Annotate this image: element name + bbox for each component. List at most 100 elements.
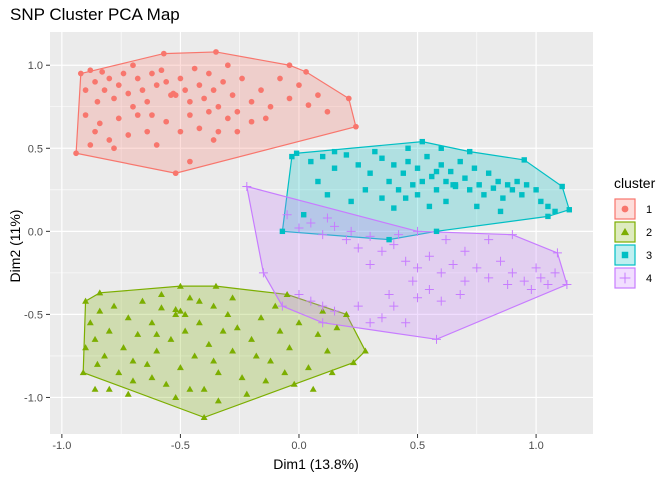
x-tick-label: 1.0 (528, 440, 543, 452)
point-cluster-3 (521, 157, 527, 163)
point-cluster-1 (234, 128, 241, 135)
point-cluster-3 (379, 195, 385, 201)
point-cluster-3 (293, 150, 300, 156)
point-cluster-2 (186, 385, 194, 392)
point-cluster-3 (443, 178, 449, 185)
point-cluster-1 (345, 95, 352, 102)
point-cluster-1 (206, 108, 212, 115)
legend-marker-4 (619, 272, 631, 284)
point-cluster-1 (220, 78, 226, 85)
point-cluster-1 (160, 50, 167, 57)
point-cluster-2 (186, 294, 194, 301)
point-cluster-1 (134, 75, 141, 82)
point-cluster-2 (224, 310, 232, 317)
point-cluster-2 (105, 327, 113, 334)
point-cluster-1 (120, 70, 127, 77)
minor-gridlines (50, 32, 593, 434)
point-cluster-2 (214, 369, 222, 376)
point-cluster-3 (438, 145, 444, 151)
y-tick-label: -1.0 (24, 392, 43, 404)
point-cluster-3 (331, 148, 338, 155)
point-cluster-3 (419, 178, 425, 185)
point-cluster-4 (365, 231, 375, 241)
point-cluster-4 (424, 284, 434, 294)
point-cluster-4 (550, 268, 560, 278)
point-cluster-2 (129, 377, 137, 384)
chart-title: SNP Cluster PCA Map (10, 5, 180, 24)
legend-title: cluster (614, 175, 656, 191)
point-cluster-3 (466, 148, 473, 155)
point-cluster-1 (92, 78, 98, 85)
y-tick-label: 0.5 (28, 143, 43, 155)
point-cluster-1 (191, 65, 198, 72)
point-cluster-2 (143, 360, 151, 367)
point-cluster-3 (545, 203, 551, 210)
point-cluster-2 (139, 297, 146, 304)
point-cluster-4 (408, 276, 418, 286)
point-cluster-1 (210, 87, 217, 93)
point-cluster-3 (324, 192, 331, 198)
legend-marker-3 (621, 251, 629, 259)
point-cluster-3 (443, 198, 449, 205)
point-cluster-4 (401, 256, 411, 266)
point-cluster-1 (101, 87, 108, 93)
point-cluster-3 (308, 158, 314, 165)
x-tick-label: -0.5 (171, 440, 190, 452)
point-cluster-2 (195, 297, 203, 304)
point-cluster-3 (395, 187, 402, 193)
point-cluster-1 (248, 118, 255, 125)
point-cluster-4 (507, 230, 517, 240)
legend-marker-1 (621, 205, 629, 213)
point-cluster-3 (495, 178, 501, 185)
point-cluster-3 (552, 208, 558, 215)
point-cluster-2 (319, 307, 327, 314)
point-cluster-4 (424, 251, 434, 261)
legend-label-1: 1 (646, 204, 652, 216)
point-cluster-4 (413, 263, 423, 273)
point-cluster-3 (500, 195, 506, 201)
point-cluster-4 (441, 235, 451, 245)
point-cluster-4 (306, 296, 316, 306)
x-tick-label: 0.5 (410, 440, 425, 452)
point-cluster-4 (330, 221, 340, 231)
point-cluster-2 (305, 364, 312, 371)
point-cluster-2 (172, 310, 180, 317)
point-cluster-3 (466, 187, 473, 193)
point-cluster-1 (262, 115, 269, 122)
point-cluster-1 (177, 75, 184, 82)
y-tick-label: 0.0 (28, 226, 43, 238)
point-cluster-3 (379, 155, 385, 161)
point-cluster-1 (315, 92, 321, 98)
point-cluster-2 (314, 330, 322, 337)
point-cluster-4 (436, 268, 446, 278)
point-cluster-4 (341, 235, 351, 245)
point-cluster-4 (519, 276, 529, 286)
point-cluster-1 (106, 137, 113, 143)
point-cluster-3 (433, 187, 440, 193)
point-cluster-1 (115, 82, 122, 89)
point-cluster-4 (455, 289, 465, 299)
point-cluster-2 (153, 330, 161, 337)
point-cluster-1 (130, 62, 136, 69)
point-cluster-2 (248, 335, 256, 342)
point-cluster-1 (94, 98, 101, 105)
point-cluster-2 (205, 340, 213, 347)
point-cluster-3 (438, 162, 444, 168)
point-cluster-3 (497, 208, 504, 215)
point-cluster-1 (96, 120, 103, 127)
point-cluster-4 (543, 279, 553, 289)
point-cluster-2 (172, 305, 180, 313)
point-cluster-2 (195, 319, 203, 326)
point-cluster-1 (258, 87, 264, 93)
point-cluster-1 (177, 128, 184, 135)
point-cluster-4 (536, 273, 546, 283)
legend-label-3: 3 (646, 250, 652, 262)
point-cluster-2 (153, 347, 161, 354)
point-cluster-4 (496, 256, 506, 266)
point-cluster-2 (148, 319, 156, 326)
point-cluster-2 (91, 335, 99, 342)
point-cluster-3 (462, 175, 468, 181)
point-cluster-4 (436, 296, 446, 306)
point-cluster-1 (172, 170, 179, 177)
point-cluster-2 (214, 397, 222, 404)
